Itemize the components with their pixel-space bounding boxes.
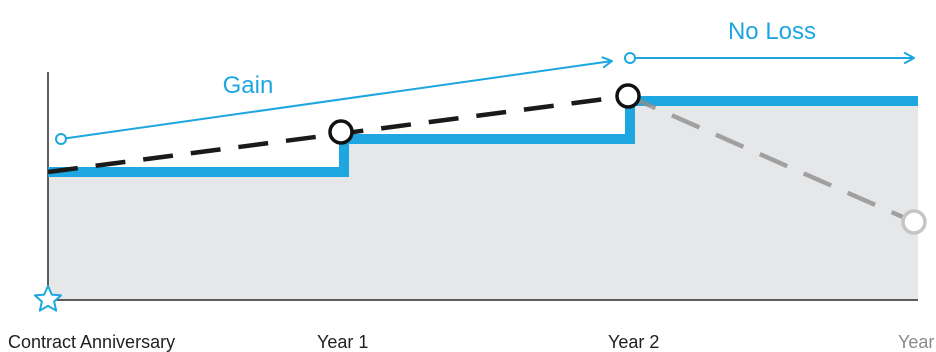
x-label-year-1: Year 1 <box>317 332 368 352</box>
no-loss-arrow-start-dot <box>624 52 636 64</box>
x-label-year-2: Year 2 <box>608 332 659 352</box>
x-label-year-3: Year 3 <box>898 332 936 352</box>
no-loss-label: No Loss <box>728 18 816 45</box>
star-icon <box>33 285 62 312</box>
market-decline-line <box>627 93 915 225</box>
year-2-marker <box>615 83 641 109</box>
gain-label: Gain <box>223 72 274 99</box>
protected-value-area <box>48 101 918 300</box>
gain-arrow-start-dot <box>55 133 67 145</box>
locked-value-step-line <box>48 96 918 177</box>
x-label-contract-anniversary: Contract Anniversary <box>8 332 175 352</box>
year-1-marker <box>328 119 354 145</box>
year-3-marker <box>901 209 927 235</box>
gain-arrow <box>60 56 613 140</box>
